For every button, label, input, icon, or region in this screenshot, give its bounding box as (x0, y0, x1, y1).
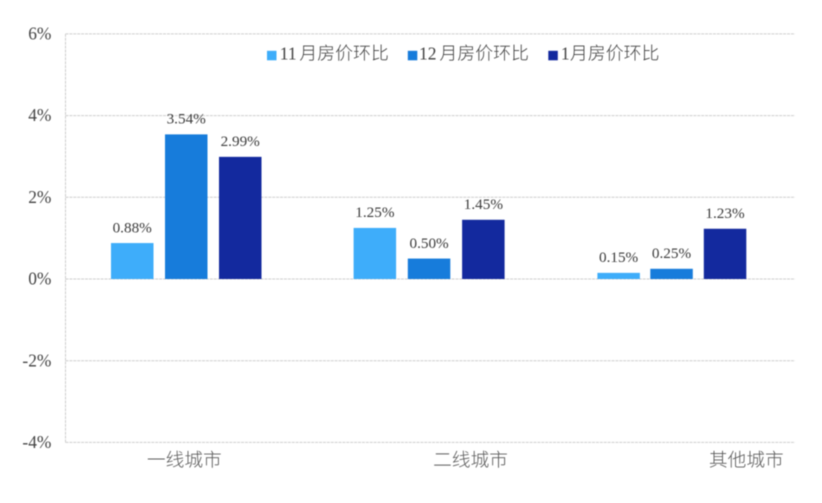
svg-text:0.25%: 0.25% (652, 245, 692, 262)
svg-text:6%: 6% (28, 24, 51, 44)
svg-text:1.23%: 1.23% (705, 205, 745, 222)
svg-text:3.54%: 3.54% (167, 111, 207, 128)
svg-text:11: 11 (280, 43, 297, 63)
svg-text:12: 12 (419, 43, 437, 63)
svg-text:1.45%: 1.45% (464, 196, 504, 213)
svg-text:4%: 4% (28, 105, 51, 125)
svg-text:-4%: -4% (22, 432, 51, 452)
svg-text:1.25%: 1.25% (355, 204, 395, 221)
svg-text:2.99%: 2.99% (221, 133, 261, 150)
svg-text:0.88%: 0.88% (113, 219, 153, 236)
svg-text:1: 1 (561, 43, 570, 63)
svg-text:-2%: -2% (22, 350, 51, 370)
svg-text:0%: 0% (28, 269, 51, 289)
svg-text:2%: 2% (28, 187, 51, 207)
svg-text:0.50%: 0.50% (409, 235, 449, 252)
svg-text:0.15%: 0.15% (599, 249, 639, 266)
